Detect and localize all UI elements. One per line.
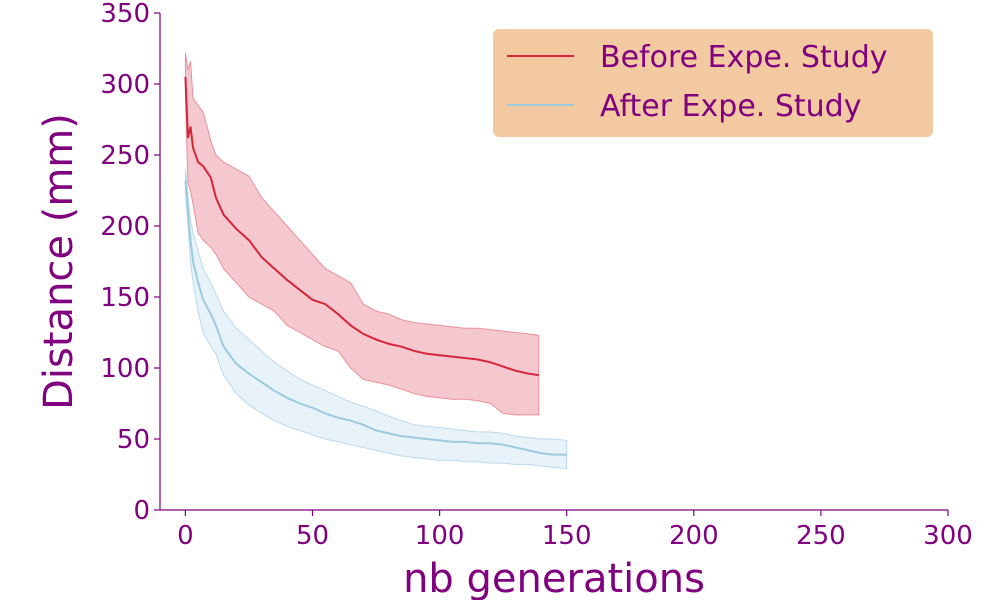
line-series-1 xyxy=(184,180,567,456)
legend: Before Expe. Study After Expe. Study xyxy=(493,29,933,137)
y-tick-label: 300 xyxy=(100,70,150,100)
x-axis-label: nb generations xyxy=(403,556,705,600)
x-tick-label: 100 xyxy=(415,521,465,551)
y-tick-label: 100 xyxy=(100,354,150,384)
y-axis-label: Distance (mm) xyxy=(36,113,82,410)
series-lines xyxy=(184,76,567,456)
y-tick-label: 350 xyxy=(100,0,150,29)
y-tick-label: 0 xyxy=(133,496,150,526)
x-axis-ticks: 0 50 100 150 200 250 300 xyxy=(177,510,973,551)
band-series-0 xyxy=(184,52,540,416)
y-axis-ticks: 0 50 100 150 200 250 300 350 xyxy=(100,0,160,526)
x-tick-label: 300 xyxy=(923,521,973,551)
y-tick-label: 200 xyxy=(100,212,150,242)
x-tick-label: 50 xyxy=(296,521,329,551)
y-tick-label: 50 xyxy=(117,425,150,455)
legend-label-after: After Expe. Study xyxy=(600,89,861,124)
x-tick-label: 0 xyxy=(177,521,194,551)
y-tick-label: 150 xyxy=(100,283,150,313)
legend-label-before: Before Expe. Study xyxy=(600,40,888,75)
x-tick-label: 150 xyxy=(542,521,592,551)
y-tick-label: 250 xyxy=(100,141,150,171)
line-series-0 xyxy=(184,76,539,377)
x-tick-label: 250 xyxy=(796,521,846,551)
x-tick-label: 200 xyxy=(669,521,719,551)
legend-box xyxy=(493,29,933,137)
